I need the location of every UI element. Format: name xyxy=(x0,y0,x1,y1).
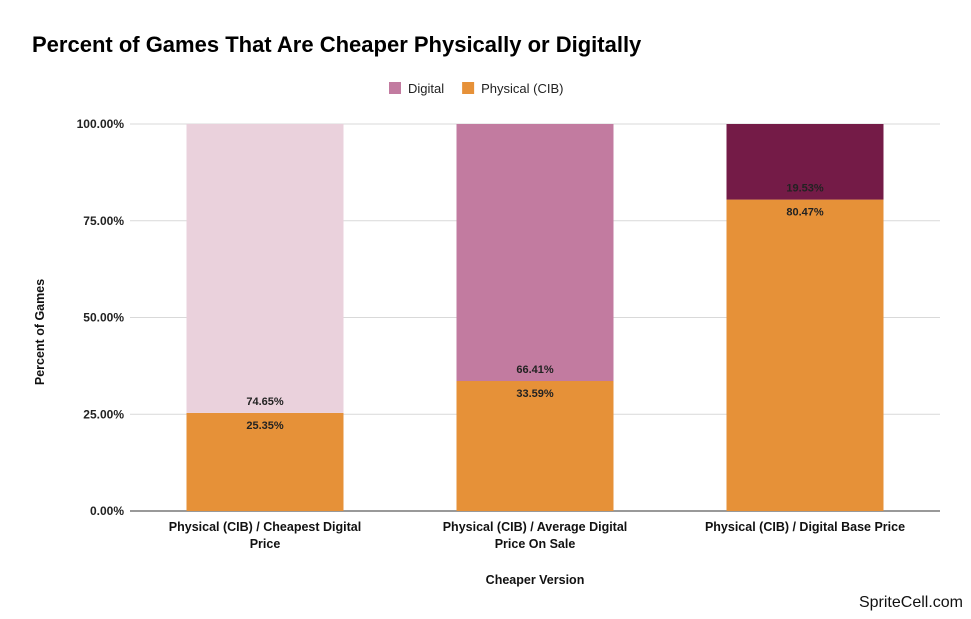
y-axis: 0.00% 25.00% 50.00% 75.00% 100.00% xyxy=(77,117,125,518)
y-tick-label: 50.00% xyxy=(83,311,124,325)
category-label: Physical (CIB) / Average Digital xyxy=(443,520,628,534)
legend-label: Digital xyxy=(408,81,444,96)
bar-segment xyxy=(726,199,884,511)
y-tick-label: 75.00% xyxy=(83,214,124,228)
legend-label: Physical (CIB) xyxy=(481,81,563,96)
data-label: 74.65% xyxy=(246,396,284,408)
data-label: 80.47% xyxy=(786,207,824,219)
data-label: 66.41% xyxy=(516,364,554,376)
bar-segment xyxy=(456,381,614,511)
y-axis-title: Percent of Games xyxy=(33,279,47,385)
x-axis-title: Cheaper Version xyxy=(486,573,585,587)
legend-swatch xyxy=(389,82,401,94)
x-axis: Physical (CIB) / Cheapest Digital Price Ph… xyxy=(169,520,905,551)
category-label: Physical (CIB) / Cheapest Digital xyxy=(169,520,361,534)
y-tick-label: 25.00% xyxy=(83,407,124,421)
category-label: Price xyxy=(250,537,281,551)
bar-segment xyxy=(186,124,344,413)
bar-segment xyxy=(726,124,884,200)
category-label: Price On Sale xyxy=(495,537,576,551)
bar-segment xyxy=(456,124,614,382)
data-label: 25.35% xyxy=(246,420,284,432)
y-tick-label: 100.00% xyxy=(77,117,125,131)
legend-swatch xyxy=(462,82,475,94)
data-labels: 25.35% 74.65% 33.59% 66.41% 80.47% 19.53% xyxy=(246,183,824,432)
bar-segment xyxy=(186,412,344,511)
bars xyxy=(186,124,884,511)
data-label: 19.53% xyxy=(786,183,824,195)
chart-title: Percent of Games That Are Cheaper Physic… xyxy=(32,32,642,57)
data-label: 33.59% xyxy=(516,388,554,400)
brand-watermark: SpriteCell.com xyxy=(858,594,963,611)
category-label: Physical (CIB) / Digital Base Price xyxy=(705,520,905,534)
legend: Digital Physical (CIB) xyxy=(389,81,563,96)
y-tick-label: 0.00% xyxy=(90,504,124,518)
